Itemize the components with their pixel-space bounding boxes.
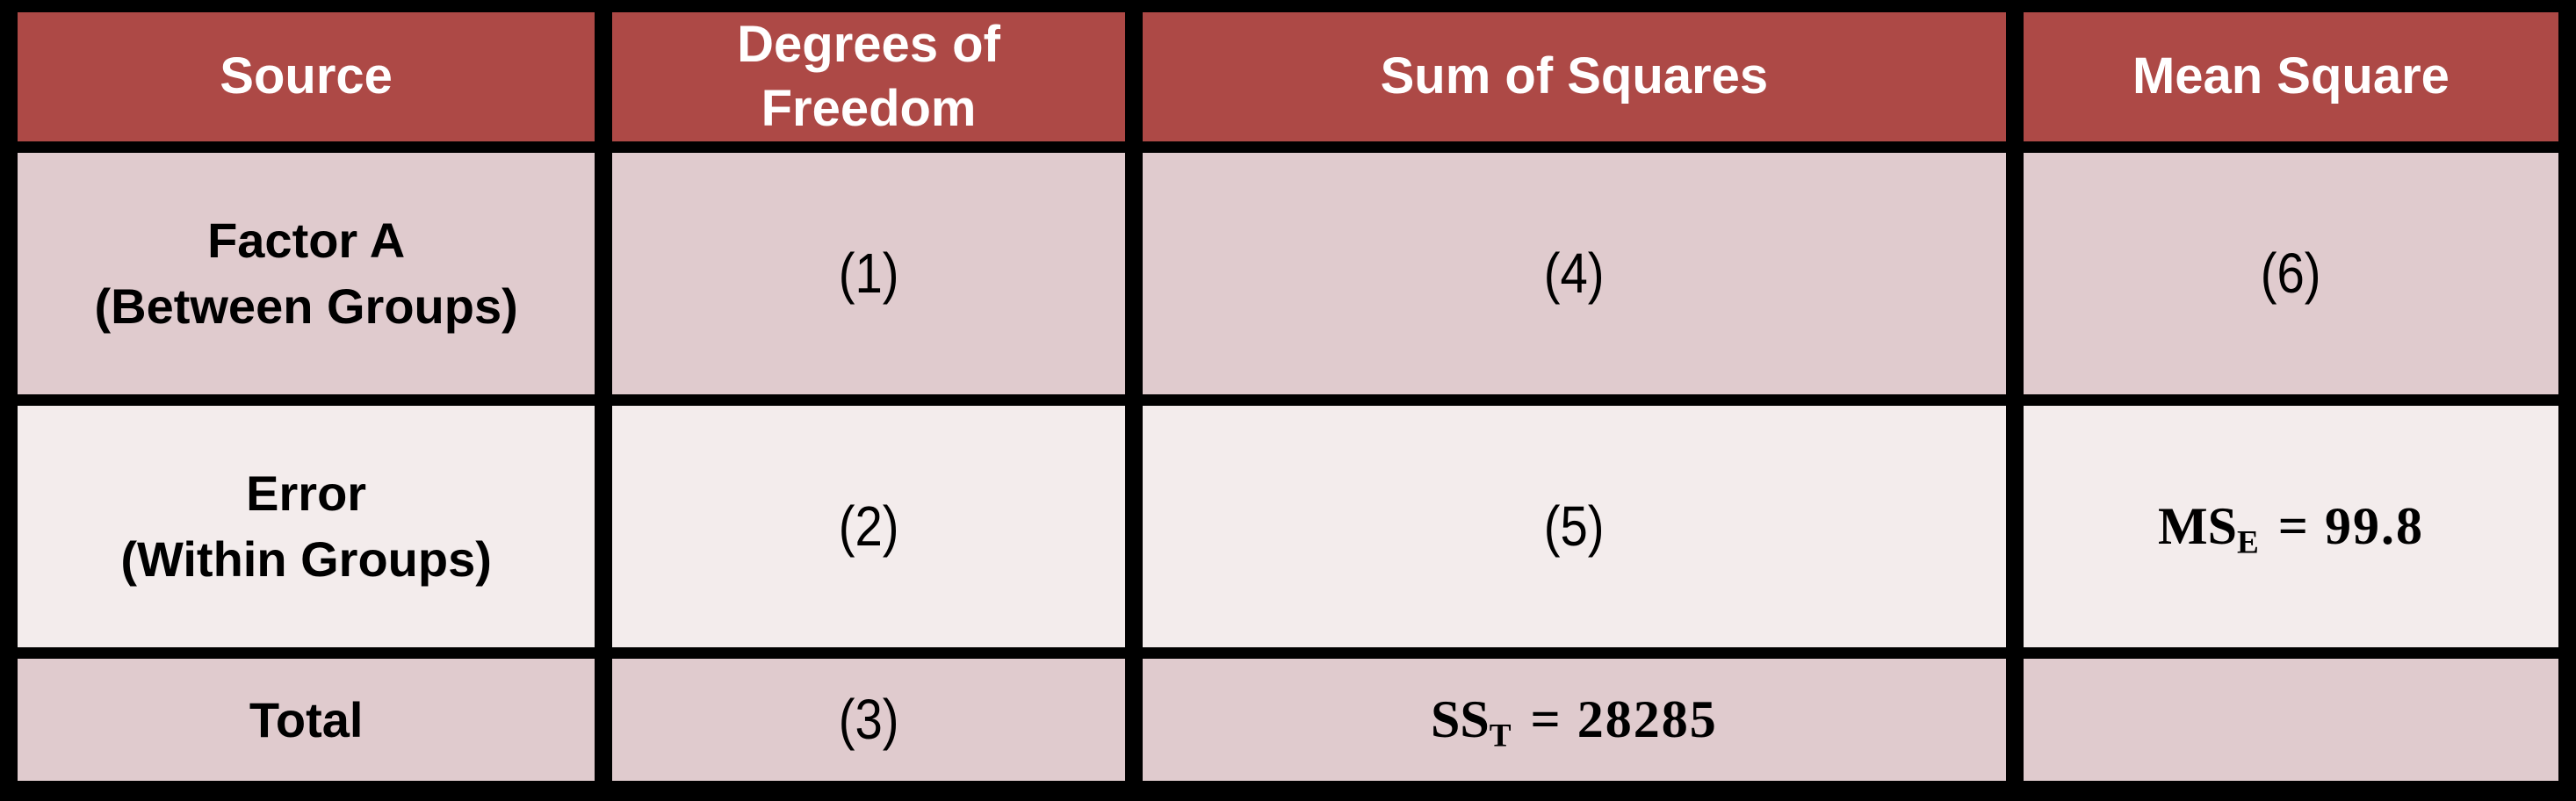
cell-total-df: (3) bbox=[612, 658, 1125, 781]
ss-t-subscript: T bbox=[1489, 718, 1512, 754]
cell-error-source: Error (Within Groups) bbox=[18, 405, 595, 647]
cell-error-ms-formula: MSE = 99.8 bbox=[2023, 405, 2558, 647]
placeholder-2: (2) bbox=[838, 494, 899, 559]
cell-total-source: Total bbox=[18, 658, 595, 781]
cell-factor-a-ms: (6) bbox=[2023, 153, 2558, 394]
header-mean-square: Mean Square bbox=[2023, 12, 2558, 141]
header-source: Source bbox=[18, 12, 595, 141]
placeholder-1: (1) bbox=[838, 242, 899, 306]
row-total: Total (3) SST = 28285 bbox=[18, 658, 2558, 781]
cell-factor-a-df: (1) bbox=[612, 153, 1125, 394]
cell-total-ms-empty bbox=[2023, 658, 2558, 781]
ss-t-base: SS bbox=[1430, 690, 1490, 749]
ms-e-subscript: E bbox=[2236, 524, 2259, 561]
ss-t-value: = 28285 bbox=[1530, 690, 1718, 749]
placeholder-4: (4) bbox=[1543, 242, 1605, 306]
placeholder-5: (5) bbox=[1543, 494, 1605, 559]
header-sum-of-squares: Sum of Squares bbox=[1142, 12, 2006, 141]
ms-e-value: = 99.8 bbox=[2277, 497, 2424, 556]
cell-total-ss-formula: SST = 28285 bbox=[1142, 658, 2006, 781]
cell-factor-a-ss: (4) bbox=[1142, 153, 2006, 394]
cell-factor-a-source: Factor A (Between Groups) bbox=[18, 153, 595, 394]
placeholder-3: (3) bbox=[838, 688, 899, 752]
row-factor-a: Factor A (Between Groups) (1) (4) (6) bbox=[18, 153, 2558, 394]
ms-e-base: MS bbox=[2157, 497, 2237, 556]
cell-error-ss: (5) bbox=[1142, 405, 2006, 647]
row-error: Error (Within Groups) (2) (5) MSE = 99.8 bbox=[18, 405, 2558, 647]
placeholder-6: (6) bbox=[2261, 242, 2321, 306]
header-degrees-of-freedom: Degrees of Freedom bbox=[612, 12, 1125, 141]
header-row: Source Degrees of Freedom Sum of Squares… bbox=[18, 12, 2558, 141]
cell-error-df: (2) bbox=[612, 405, 1125, 647]
